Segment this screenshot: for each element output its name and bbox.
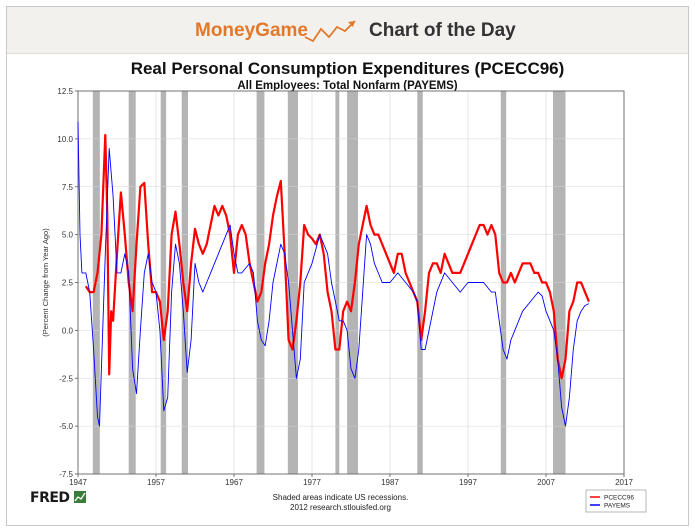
x-tick-label: 1987 — [381, 478, 399, 487]
y-tick-label: 12.5 — [57, 87, 73, 96]
x-tick-label: 1977 — [303, 478, 321, 487]
y-tick-label: 0.0 — [62, 326, 74, 335]
source-url: 2012 research.stlouisfed.org — [290, 503, 391, 512]
y-tick-label: 2.5 — [62, 279, 74, 288]
banner: MoneyGame Chart of the Day — [7, 7, 688, 54]
fred-logo: FRED — [30, 490, 70, 506]
y-tick-label: -2.5 — [59, 374, 73, 383]
x-tick-label: 2007 — [537, 478, 555, 487]
y-tick-label: 10.0 — [57, 135, 73, 144]
chart-subtitle: All Employees: Total Nonfarm (PAYEMS) — [237, 80, 458, 92]
y-tick-label: -5.0 — [59, 422, 73, 431]
x-tick-label: 1957 — [147, 478, 165, 487]
plot-border — [77, 90, 625, 475]
banner-title: Chart of the Day — [369, 20, 516, 41]
x-tick-label: 1967 — [225, 478, 243, 487]
fred-chart-mark-icon — [74, 491, 86, 503]
y-axis-label: (Percent Change from Year Ago) — [41, 228, 50, 337]
x-tick-label: 2017 — [615, 478, 633, 487]
brand-name: MoneyGame — [195, 20, 308, 41]
chart-title: Real Personal Consumption Expenditures (… — [130, 59, 565, 78]
y-tick-label: -7.5 — [59, 470, 73, 479]
x-tick-label: 1947 — [69, 478, 87, 487]
y-tick-label: 5.0 — [62, 231, 74, 240]
legend-box — [585, 489, 647, 513]
legend-label: PAYEMS — [604, 503, 631, 510]
legend-label: PCECC96 — [604, 495, 634, 502]
rising-line-arrow-icon — [304, 20, 356, 43]
recession-note: Shaded areas indicate US recessions. — [272, 493, 409, 502]
series-line-pcecc96 — [84, 133, 590, 380]
y-tick-label: 7.5 — [62, 183, 74, 192]
x-tick-label: 1997 — [459, 478, 477, 487]
series-line-payems — [77, 121, 590, 427]
